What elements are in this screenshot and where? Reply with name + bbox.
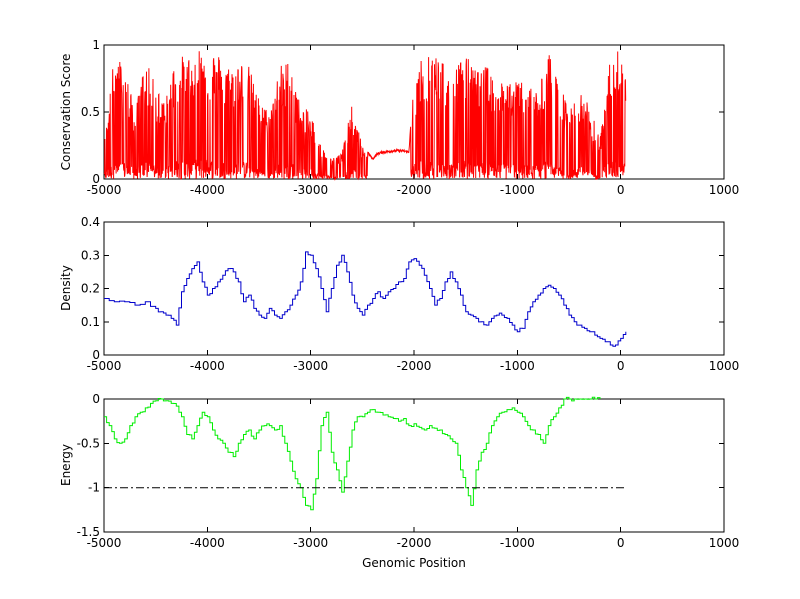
- conservation-x-ticks: -5000 -4000 -3000 -2000 -1000 0 1000: [87, 45, 740, 197]
- energy-plot: -5000 -4000 -3000 -2000 -1000 0 1000 -1.5 -1 -0.…: [59, 392, 739, 570]
- conservation-x-tick-label: -1000: [500, 183, 535, 197]
- density-x-tick-label: -2000: [397, 359, 432, 373]
- density-y-axis-label: Density: [59, 265, 73, 311]
- density-y-ticks: 0 0.1 0.2 0.3 0.4: [81, 215, 724, 362]
- energy-y-tick-label: -1: [88, 481, 100, 495]
- density-series: [104, 251, 627, 347]
- conservation-y-ticks: 00.51: [81, 38, 724, 186]
- energy-y-tick-label: 0: [92, 392, 100, 406]
- density-y-tick-label: 0.3: [81, 248, 100, 262]
- density-x-tick-label: -5000: [87, 359, 122, 373]
- density-x-tick-label: 1000: [709, 359, 740, 373]
- density-series-line-0: [104, 251, 627, 347]
- energy-x-tick-label: 0: [617, 536, 625, 550]
- density-x-ticks: -5000 -4000 -3000 -2000 -1000 0 1000: [87, 222, 740, 373]
- conservation-x-tick-label: 1000: [709, 183, 740, 197]
- energy-series: [104, 396, 626, 511]
- conservation-x-tick-label: -5000: [87, 183, 122, 197]
- conservation-x-tick-label: -2000: [397, 183, 432, 197]
- energy-x-tick-label: 1000: [709, 536, 740, 550]
- conservation-y-tick-label: 0.5: [81, 105, 100, 119]
- energy-x-tick-label: -4000: [190, 536, 225, 550]
- energy-x-axis-label: Genomic Position: [362, 556, 466, 570]
- density-x-tick-label: -1000: [500, 359, 535, 373]
- conservation-y-tick-label: 1: [92, 38, 100, 52]
- energy-x-tick-label: -3000: [293, 536, 328, 550]
- conservation-x-tick-label: 0: [617, 183, 625, 197]
- conservation-y-axis-label: Conservation Score: [59, 54, 73, 171]
- density-x-tick-label: 0: [617, 359, 625, 373]
- energy-series-line-0: [104, 396, 601, 511]
- energy-y-axis-label: Energy: [59, 444, 73, 486]
- density-y-tick-label: 0.4: [81, 215, 100, 229]
- density-x-tick-label: -4000: [190, 359, 225, 373]
- energy-y-tick-label: -1.5: [77, 525, 100, 539]
- density-y-tick-label: 0.1: [81, 315, 100, 329]
- conservation-x-tick-label: -3000: [293, 183, 328, 197]
- energy-x-tick-label: -5000: [87, 536, 122, 550]
- density-y-tick-label: 0.2: [81, 282, 100, 296]
- density-plot-area: [103, 221, 725, 356]
- conservation-plot: -5000 -4000 -3000 -2000 -1000 0 1000 00.51 Con…: [59, 38, 739, 197]
- density-x-tick-label: -3000: [293, 359, 328, 373]
- energy-y-tick-label: -0.5: [77, 436, 100, 450]
- conservation-series: [103, 51, 627, 181]
- conservation-x-tick-label: -4000: [190, 183, 225, 197]
- energy-x-ticks: -5000 -4000 -3000 -2000 -1000 0 1000: [87, 399, 740, 550]
- energy-x-tick-label: -1000: [500, 536, 535, 550]
- energy-y-ticks: -1.5 -1 -0.5 0: [77, 392, 724, 539]
- conservation-y-tick-label: 0: [92, 172, 100, 186]
- density-plot: -5000 -4000 -3000 -2000 -1000 0 1000 0 0.1 0.2 0.…: [59, 215, 739, 373]
- energy-plot-area: [103, 398, 725, 533]
- energy-x-tick-label: -2000: [397, 536, 432, 550]
- conservation-series-line-0: [103, 51, 627, 181]
- density-y-tick-label: 0: [92, 348, 100, 362]
